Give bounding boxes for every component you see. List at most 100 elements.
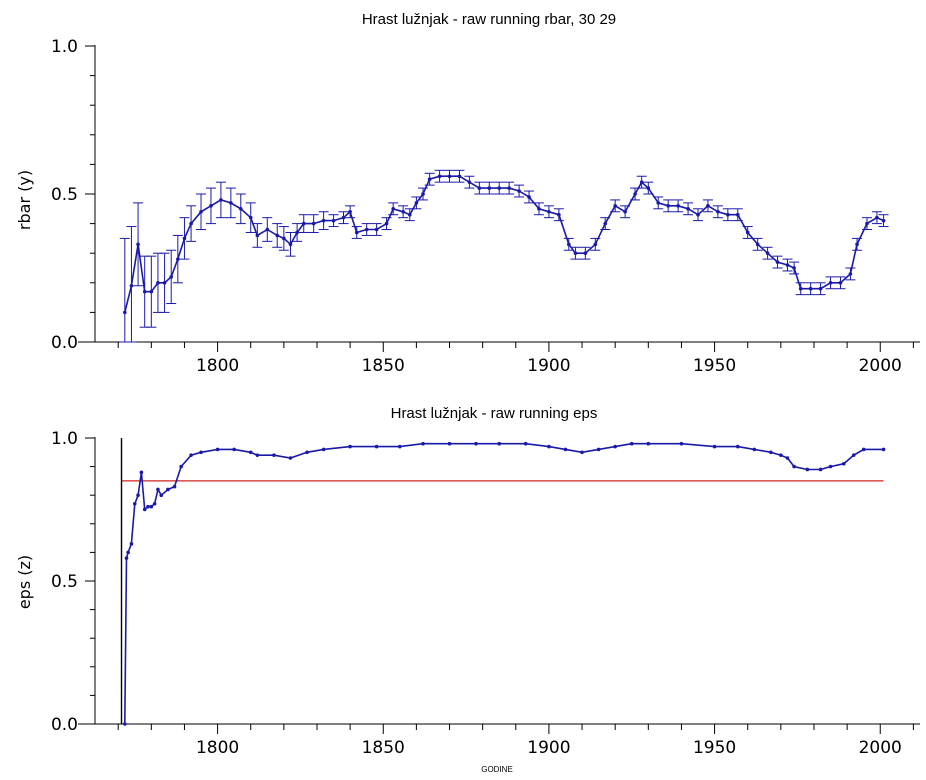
data-point — [875, 215, 879, 220]
data-point — [447, 174, 452, 179]
data-point — [159, 493, 164, 498]
data-point — [142, 289, 147, 294]
eps-y-ticks: 0.0 0.5 1.0 — [51, 429, 95, 735]
data-point — [785, 456, 790, 460]
data-point — [613, 204, 617, 208]
x-tick-label: 2000 — [859, 738, 902, 758]
data-point — [182, 236, 187, 241]
data-point — [209, 204, 213, 208]
data-point — [474, 441, 478, 446]
rbar-x-ticks: 1800 1850 1900 1950 2000 — [117, 342, 914, 376]
data-point — [374, 444, 379, 449]
data-point — [238, 207, 243, 211]
data-point — [124, 556, 129, 560]
data-point — [765, 251, 770, 255]
eps-chart-title: Hrast lužnjak - raw running eps — [391, 405, 598, 422]
rbar-y-axis-label: rbar (y) — [15, 170, 34, 230]
data-point — [527, 195, 531, 199]
data-point — [199, 450, 203, 455]
data-point — [176, 257, 180, 261]
data-point — [364, 227, 369, 232]
data-point — [199, 209, 203, 214]
data-point — [855, 242, 859, 247]
data-point — [248, 450, 253, 455]
eps-x-ticks: 1800 1850 1900 1950 2000 — [117, 724, 914, 758]
data-point — [563, 447, 568, 452]
data-point — [487, 186, 492, 190]
data-point — [818, 467, 823, 472]
x-tick-label: 1850 — [362, 356, 405, 376]
data-point — [547, 444, 551, 449]
x-tick-label: 1950 — [693, 738, 736, 758]
data-point — [136, 493, 140, 498]
data-point — [255, 233, 260, 238]
data-point — [573, 251, 578, 255]
y-tick-label: 0.5 — [51, 185, 78, 205]
data-point — [149, 289, 154, 294]
data-point — [321, 218, 326, 223]
data-point — [848, 272, 853, 276]
x-tick-label: 1900 — [527, 738, 570, 758]
data-point — [288, 242, 293, 247]
x-tick-label: 1850 — [362, 738, 405, 758]
data-point — [311, 221, 316, 226]
data-point — [841, 461, 846, 466]
data-point — [838, 281, 843, 285]
data-point — [305, 450, 309, 455]
data-point — [132, 501, 137, 506]
data-point — [421, 192, 425, 196]
data-point — [341, 215, 346, 220]
data-point — [288, 456, 293, 460]
data-point — [639, 180, 644, 184]
data-point — [166, 487, 170, 492]
data-point — [696, 212, 700, 217]
data-point — [547, 209, 551, 214]
data-point — [447, 441, 452, 446]
data-point — [818, 286, 823, 291]
data-point — [301, 221, 306, 226]
data-point — [407, 212, 412, 217]
data-point — [219, 198, 223, 202]
data-point — [348, 444, 352, 449]
y-tick-label: 0.0 — [51, 333, 78, 353]
data-point — [779, 453, 783, 457]
data-point — [169, 275, 174, 279]
data-point — [437, 174, 442, 179]
y-tick-label: 0.0 — [51, 715, 78, 735]
data-point — [735, 212, 740, 217]
data-point — [557, 212, 561, 217]
data-point — [629, 441, 634, 446]
data-point — [354, 230, 359, 235]
x-tick-label: 2000 — [859, 356, 902, 376]
data-point — [775, 260, 780, 264]
data-point — [769, 450, 773, 455]
data-point — [156, 487, 160, 492]
data-point — [523, 441, 528, 446]
data-point — [152, 501, 157, 506]
data-point — [139, 470, 144, 475]
rbar-error-bars — [119, 169, 889, 343]
data-point — [427, 177, 432, 181]
eps-x-axis-label: GODINE — [481, 765, 513, 774]
data-point — [792, 266, 796, 270]
data-point — [706, 204, 710, 208]
data-point — [603, 221, 608, 226]
data-point — [275, 233, 280, 238]
data-point — [566, 242, 571, 247]
data-point — [881, 447, 886, 452]
eps-series-line — [124, 442, 884, 725]
data-point — [156, 281, 160, 285]
error-bar — [119, 237, 130, 343]
data-point — [679, 441, 684, 446]
data-point — [808, 286, 813, 291]
data-point — [656, 201, 661, 205]
rbar-series-line — [124, 175, 884, 313]
data-point — [272, 453, 276, 457]
data-point — [828, 281, 833, 285]
data-point — [735, 444, 740, 449]
data-point — [881, 218, 886, 223]
data-point — [712, 444, 717, 449]
data-point — [414, 201, 419, 205]
data-point — [686, 207, 690, 211]
